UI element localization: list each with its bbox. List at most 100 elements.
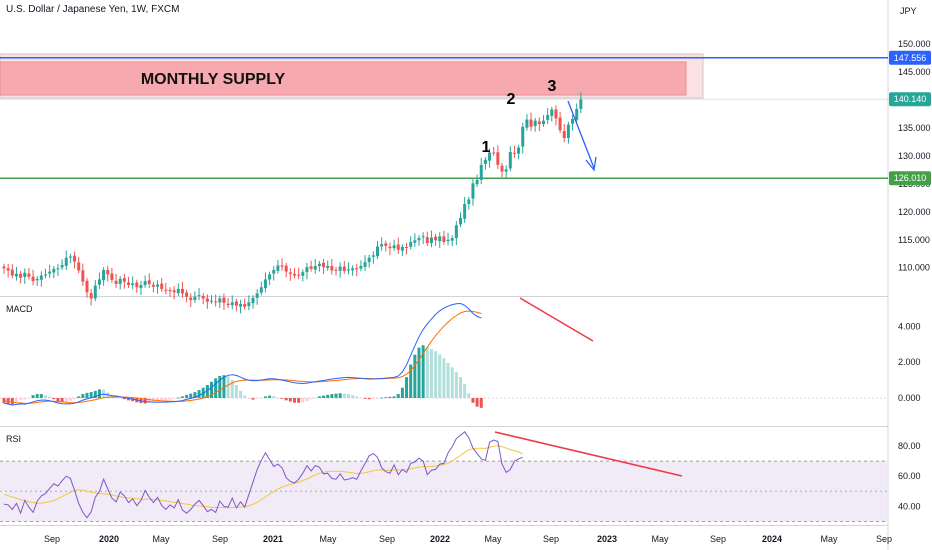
macd-histogram-bar bbox=[450, 367, 454, 398]
candle-body bbox=[176, 288, 180, 294]
candle-body bbox=[247, 302, 251, 306]
macd-histogram-bar bbox=[334, 393, 338, 398]
candle-body bbox=[127, 282, 130, 286]
time-tick-label: May bbox=[319, 534, 337, 544]
candle-body bbox=[400, 247, 404, 251]
candle-body bbox=[89, 293, 93, 299]
candle-body bbox=[156, 284, 160, 287]
price-tick-label: 115.000 bbox=[898, 235, 930, 245]
time-tick-label: 2023 bbox=[597, 534, 617, 544]
macd-histogram-bar bbox=[218, 375, 222, 398]
macd-histogram-bar bbox=[122, 398, 126, 400]
candle-body bbox=[222, 297, 226, 303]
supply-zone-label: MONTHLY SUPPLY bbox=[141, 71, 286, 88]
candle-body bbox=[371, 255, 375, 257]
macd-histogram-bar bbox=[164, 398, 168, 401]
macd-histogram-bar bbox=[376, 398, 379, 399]
macd-tick-label: 0.000 bbox=[898, 393, 921, 403]
candle-body bbox=[429, 237, 433, 244]
macd-histogram-bar bbox=[172, 398, 176, 399]
candle-body bbox=[467, 199, 471, 204]
macd-histogram-bar bbox=[176, 397, 180, 399]
candle-body bbox=[459, 217, 462, 225]
macd-histogram-bar bbox=[234, 385, 238, 398]
time-tick-label: May bbox=[820, 534, 838, 544]
candle-body bbox=[48, 271, 52, 274]
macd-histogram-bar bbox=[255, 398, 259, 399]
candle-body bbox=[579, 99, 583, 109]
macd-histogram-bar bbox=[442, 358, 446, 398]
candle-body bbox=[172, 290, 176, 293]
price-tag-bg bbox=[889, 171, 931, 186]
macd-line bbox=[3, 302, 482, 406]
macd-histogram-bar bbox=[305, 398, 309, 402]
candle-body bbox=[6, 268, 10, 271]
candle-body bbox=[521, 126, 525, 147]
macd-histogram-bar bbox=[93, 390, 97, 398]
candle-body bbox=[131, 283, 135, 286]
candle-body bbox=[106, 269, 110, 275]
macd-histogram-bar bbox=[479, 398, 483, 408]
macd-histogram-bar bbox=[268, 395, 272, 398]
macd-histogram-bar bbox=[147, 398, 151, 404]
price-tick-label: 150.000 bbox=[898, 39, 931, 49]
macd-histogram-bar bbox=[326, 394, 330, 398]
candle-body bbox=[10, 269, 14, 276]
price-tag-bg bbox=[889, 50, 931, 65]
projection-arrow-shaft bbox=[567, 100, 595, 169]
candle-body bbox=[280, 265, 284, 267]
macd-histogram-bar bbox=[355, 396, 359, 398]
candle-body bbox=[566, 124, 570, 139]
candle-body bbox=[504, 169, 508, 172]
candle-body bbox=[81, 270, 85, 282]
macd-histogram-bar bbox=[384, 397, 388, 399]
candle-body bbox=[60, 264, 64, 268]
macd-histogram-bar bbox=[284, 398, 288, 401]
candle-body bbox=[230, 302, 234, 306]
macd-histogram-bar bbox=[317, 396, 321, 398]
candle-body bbox=[52, 268, 56, 273]
macd-histogram-bar bbox=[471, 398, 475, 403]
candle-body bbox=[512, 152, 516, 154]
candle-body bbox=[500, 165, 504, 172]
candle-body bbox=[355, 268, 359, 270]
candle-body bbox=[201, 295, 205, 299]
macd-histogram-bar bbox=[31, 395, 35, 398]
macd-histogram-bar bbox=[276, 397, 280, 399]
candle-body bbox=[110, 273, 114, 280]
currency-label: JPY bbox=[900, 6, 917, 16]
candle-body bbox=[77, 262, 81, 271]
candle-body bbox=[118, 278, 122, 284]
candle-body bbox=[276, 265, 280, 271]
candle-body bbox=[272, 269, 276, 274]
candle-body bbox=[313, 266, 317, 270]
macd-signal-line bbox=[3, 310, 482, 404]
price-tick-label: 135.000 bbox=[898, 123, 931, 133]
candle-body bbox=[380, 244, 384, 247]
candle-body bbox=[135, 282, 139, 288]
candle-body bbox=[463, 203, 467, 219]
macd-histogram-bar bbox=[222, 375, 226, 398]
macd-histogram-bar bbox=[322, 395, 326, 398]
time-tick-label: 2020 bbox=[99, 534, 119, 544]
macd-histogram-bar bbox=[400, 387, 404, 398]
candle-body bbox=[19, 273, 23, 278]
macd-histogram-bar bbox=[64, 398, 68, 402]
candle-body bbox=[392, 245, 396, 249]
candle-body bbox=[23, 272, 27, 277]
candle-body bbox=[164, 289, 168, 291]
macd-histogram-bar bbox=[230, 379, 234, 398]
candle-body bbox=[542, 120, 545, 125]
macd-histogram-bar bbox=[438, 354, 442, 398]
macd-histogram-bar bbox=[85, 392, 89, 398]
candle-body bbox=[537, 121, 541, 125]
macd-tick-label: 4.000 bbox=[898, 321, 921, 331]
price-tag-label: 147.556 bbox=[894, 53, 927, 63]
price-tick-label: 120.000 bbox=[898, 207, 931, 217]
macd-histogram-bar bbox=[475, 398, 479, 407]
macd-histogram-bar bbox=[251, 398, 255, 400]
candle-body bbox=[205, 298, 209, 302]
candle-body bbox=[492, 152, 496, 154]
candle-body bbox=[102, 269, 106, 281]
